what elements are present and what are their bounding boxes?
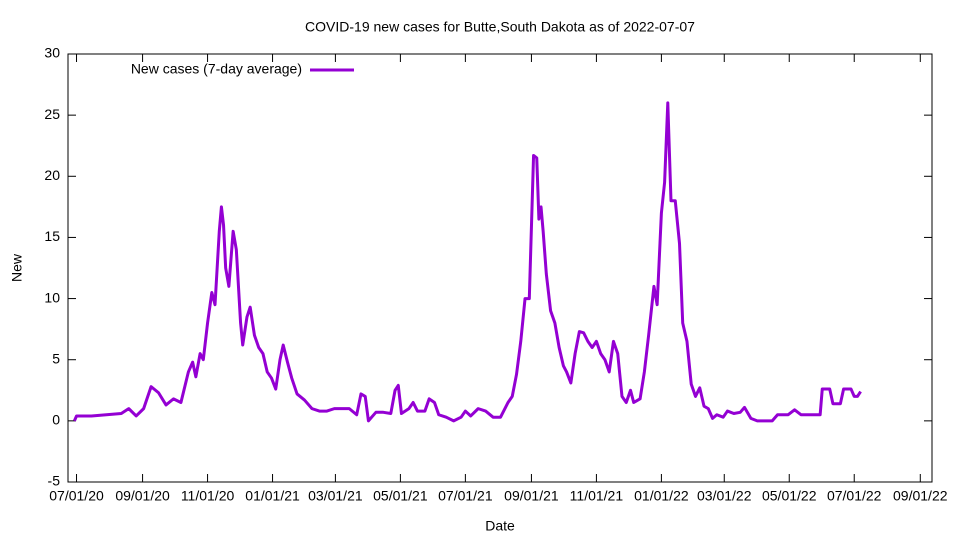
y-tick-label: 25 (44, 106, 60, 122)
y-tick-label: 15 (44, 228, 60, 244)
x-tick-label: 07/01/21 (438, 488, 493, 504)
y-tick-label: 0 (52, 412, 60, 428)
legend-label: New cases (7-day average) (131, 61, 302, 77)
x-tick-label: 07/01/20 (49, 488, 104, 504)
x-tick-label: 01/01/21 (245, 488, 300, 504)
y-tick-label: 30 (44, 45, 60, 61)
y-tick-label: 20 (44, 167, 60, 183)
chart-title: COVID-19 new cases for Butte,South Dakot… (305, 19, 695, 35)
plot-frame (67, 53, 933, 483)
x-tick-label: 01/01/22 (634, 488, 689, 504)
x-tick-label: 11/01/21 (570, 488, 624, 504)
x-tick-label: 07/01/22 (827, 488, 882, 504)
y-tick-label: 5 (52, 350, 60, 366)
y-tick-label: 10 (44, 289, 60, 305)
x-tick-label: 09/01/21 (504, 488, 559, 504)
x-tick-label: 03/01/21 (308, 488, 363, 504)
x-tick-label: 11/01/20 (181, 488, 235, 504)
x-tick-label: 05/01/21 (373, 488, 428, 504)
x-axis-label: Date (485, 518, 515, 534)
x-tick-label: 03/01/22 (697, 488, 752, 504)
x-tick-label: 09/01/22 (893, 488, 948, 504)
data-line (73, 101, 862, 423)
y-tick-label: -5 (48, 473, 61, 489)
x-tick-label: 09/01/20 (115, 488, 170, 504)
x-tick-label: 05/01/22 (762, 488, 817, 504)
y-axis-label: New (9, 253, 25, 282)
